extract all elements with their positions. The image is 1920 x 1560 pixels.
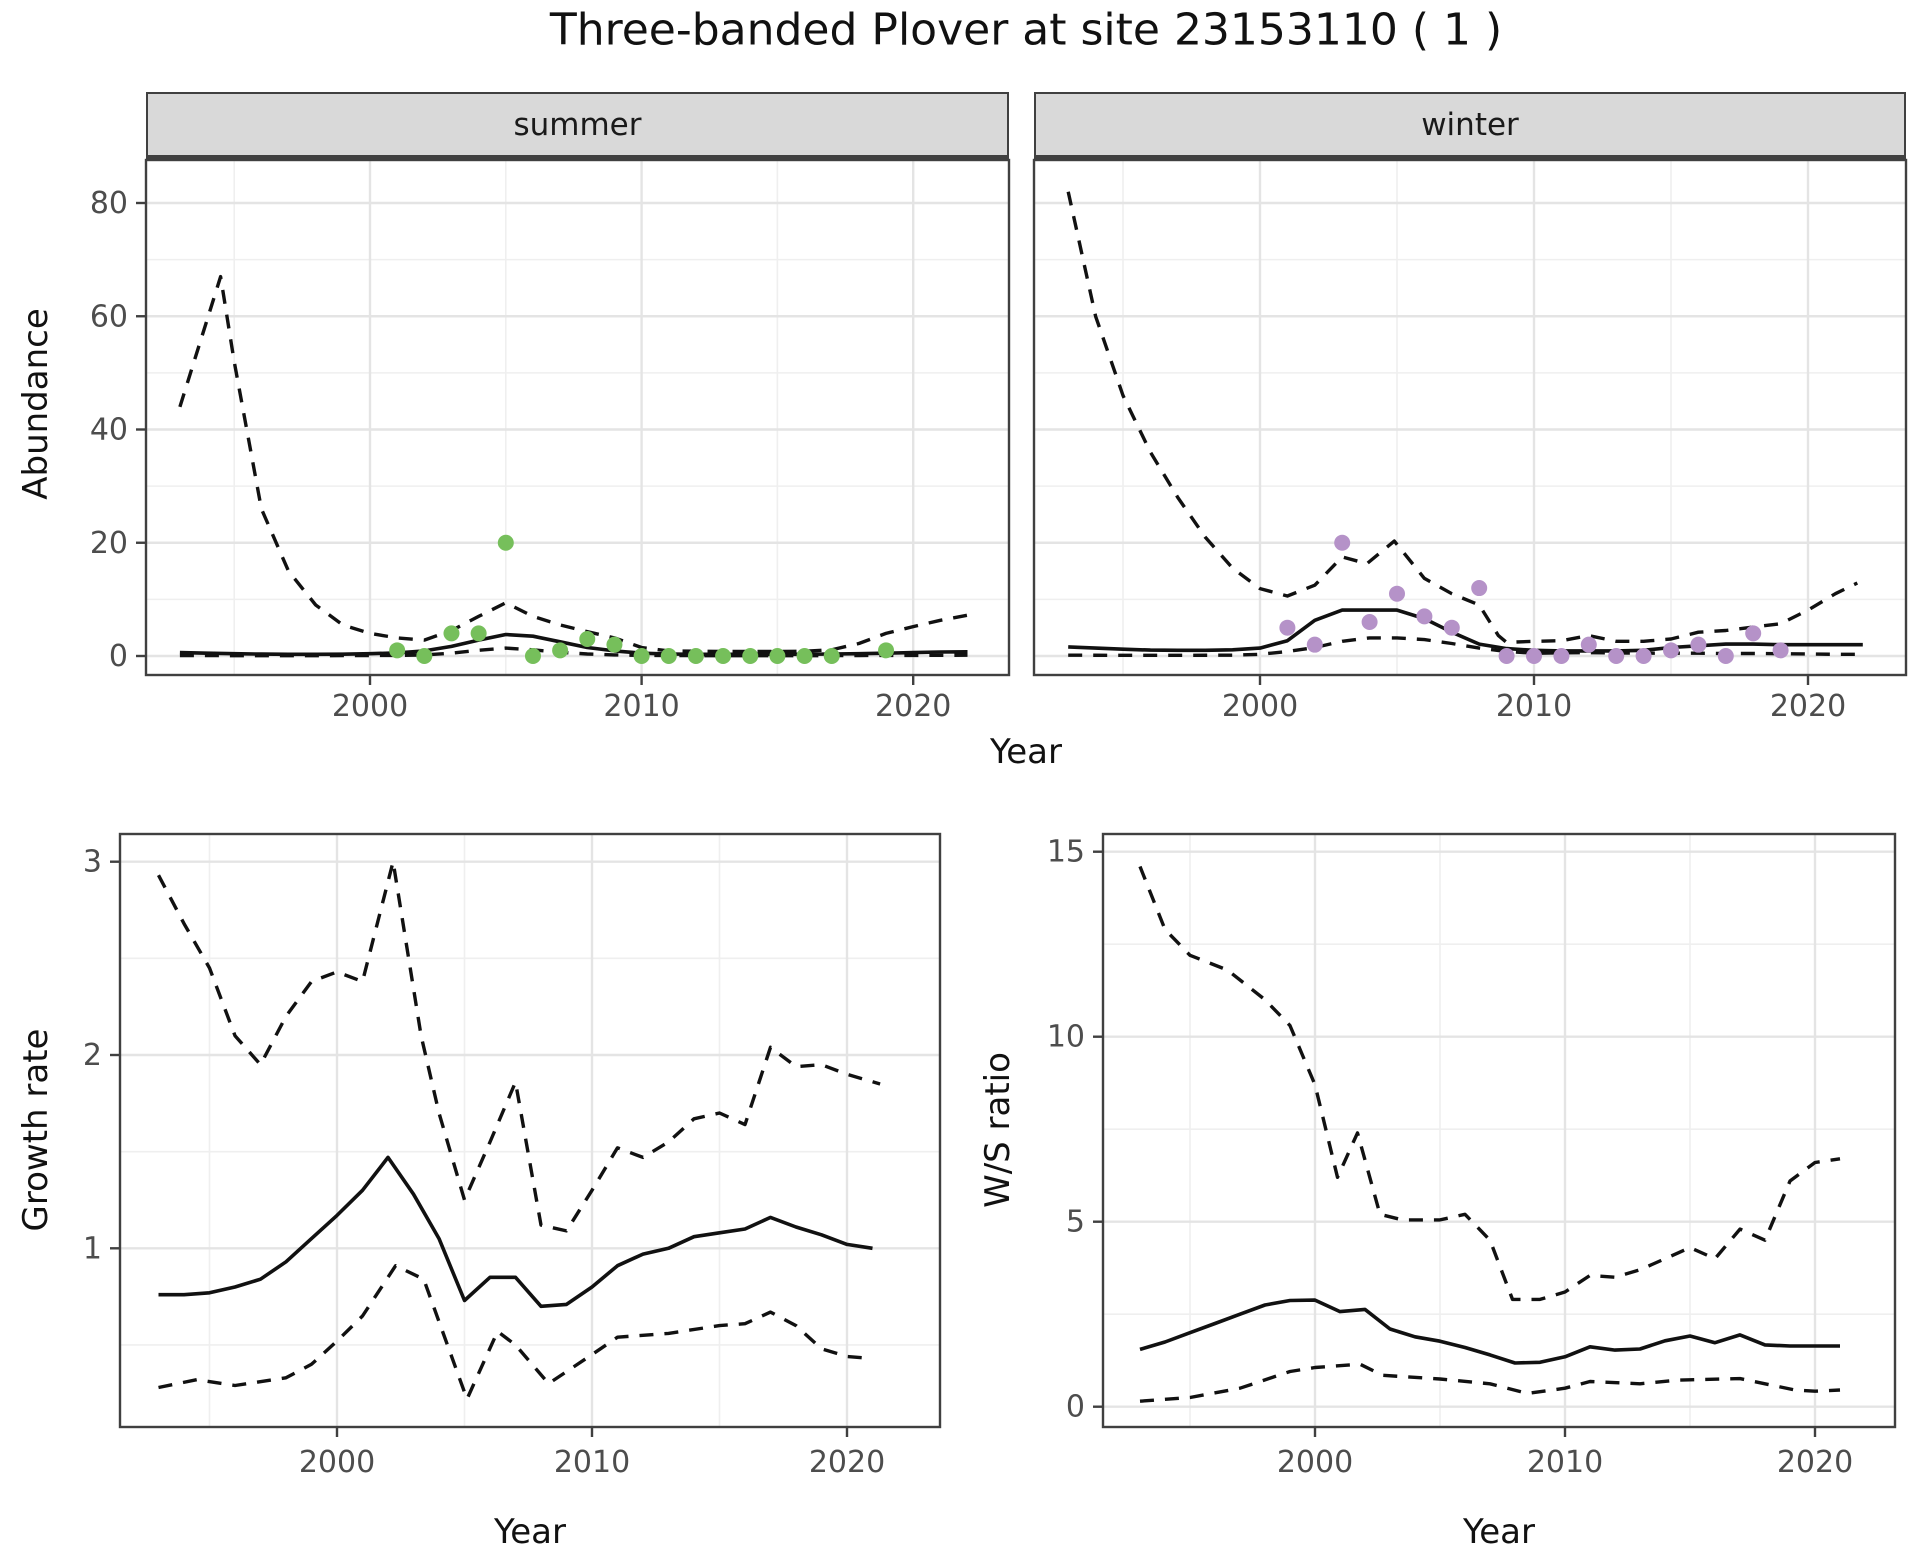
abundance_summer-observation-point (579, 631, 596, 648)
x-tick-label: 2000 (299, 1445, 375, 1480)
x-axis-label-ws: Year (1463, 1512, 1535, 1552)
x-tick-label: 2020 (1777, 1445, 1853, 1480)
x-tick-label: 2000 (1277, 1445, 1353, 1480)
abundance_winter-observation-point (1389, 585, 1405, 602)
abundance_summer-observation-point (416, 648, 433, 664)
y-axis-label-ws: W/S ratio (978, 1052, 1018, 1208)
y-tick-label: 3 (83, 845, 102, 880)
x-tick-label: 2010 (1527, 1445, 1603, 1480)
abundance_winter-observation-point (1279, 619, 1296, 636)
abundance_winter-observation-point (1663, 642, 1679, 659)
panel-border (1101, 832, 1897, 1429)
abundance_winter-observation-point (1772, 642, 1789, 659)
y-tick-label: 0 (1066, 1390, 1085, 1425)
abundance_summer-observation-point (660, 648, 677, 664)
panel-border (1032, 158, 1908, 677)
y-tick-label: 60 (90, 299, 128, 334)
abundance_summer-observation-point (823, 648, 840, 664)
y-tick-label: 5 (1066, 1205, 1085, 1240)
y-tick-label: 40 (90, 413, 128, 448)
y-tick-label: 1 (83, 1231, 102, 1266)
abundance_summer-observation-point (687, 648, 704, 664)
growth_rate-lower_ci-line (158, 1264, 873, 1401)
facet-strip-label: winter (1421, 106, 1519, 143)
y-tick-label: 15 (1047, 835, 1085, 870)
ws_ratio-fit-line (1139, 1298, 1840, 1365)
abundance_summer-fit-line (179, 632, 968, 657)
x-tick-label: 2010 (1496, 689, 1572, 724)
abundance_winter-observation-point (1306, 636, 1323, 653)
abundance_winter-observation-point (1471, 580, 1488, 597)
growth_rate-fit-line (158, 1155, 873, 1309)
y-tick-label: 20 (90, 526, 128, 561)
abundance_summer-observation-point (633, 648, 650, 664)
abundance_summer-observation-point (524, 648, 541, 664)
abundance_winter-lower_ci-line (1068, 636, 1863, 657)
ws_ratio-upper_ci-line (1138, 865, 1841, 1302)
panel-abundance_summer: 2000 2010 2020 0 20 40 60 80 (90, 158, 1011, 724)
y-tick-label: 10 (1047, 1020, 1085, 1055)
abundance_summer-observation-point (878, 642, 895, 659)
abundance_summer-observation-point (715, 648, 732, 664)
panel-growth_rate: 2000 2010 2020 1 2 3 (83, 832, 942, 1480)
abundance_winter-observation-point (1608, 648, 1625, 664)
abundance_summer-observation-point (389, 642, 406, 659)
y-tick-label: 2 (83, 1038, 102, 1073)
x-tick-label: 2010 (554, 1445, 630, 1480)
abundance_winter-upper_ci-line (1066, 191, 1859, 645)
y-axis-label-growth: Growth rate (16, 1028, 56, 1232)
y-tick-label: 0 (109, 639, 128, 674)
abundance_summer-observation-point (552, 642, 569, 659)
abundance_summer-observation-point (497, 534, 514, 551)
abundance_winter-observation-point (1635, 648, 1652, 664)
chart-title: Three-banded Plover at site 23153110 ( 1… (549, 4, 1503, 56)
y-axis-label-abundance: Abundance (16, 308, 56, 500)
ws_ratio-lower_ci-line (1139, 1362, 1841, 1403)
growth_rate-upper_ci-line (156, 860, 881, 1233)
facet-strip-label: summer (513, 106, 642, 143)
x-tick-label: 2020 (1770, 689, 1846, 724)
panel-border (144, 158, 1011, 677)
facet-strip-summer: summer (146, 92, 1009, 160)
y-tick-label: 80 (90, 186, 128, 221)
abundance_winter-observation-point (1690, 636, 1707, 653)
facet-strip-winter: winter (1034, 92, 1906, 160)
abundance_winter-observation-point (1498, 648, 1515, 664)
x-tick-label: 2000 (332, 689, 408, 724)
abundance_winter-observation-point (1416, 608, 1433, 625)
x-axis-label-top: Year (990, 732, 1062, 772)
abundance_winter-fit-line (1068, 608, 1863, 653)
abundance_summer-observation-point (470, 625, 487, 642)
abundance_winter-observation-point (1443, 619, 1460, 636)
abundance_winter-observation-point (1745, 625, 1762, 642)
abundance_winter-observation-point (1717, 648, 1734, 664)
x-tick-label: 2020 (809, 1445, 885, 1480)
x-tick-label: 2010 (603, 689, 679, 724)
abundance_summer-upper_ci-line (178, 274, 968, 654)
panel-abundance_winter: 2000 2010 2020 (1032, 158, 1908, 724)
x-axis-label-growth: Year (494, 1512, 566, 1552)
x-tick-label: 2020 (875, 689, 951, 724)
x-tick-label: 2000 (1222, 689, 1298, 724)
abundance_summer-observation-point (769, 648, 786, 664)
abundance_summer-observation-point (796, 648, 813, 664)
abundance_summer-observation-point (742, 648, 759, 664)
panel-border (118, 832, 942, 1429)
panel-ws_ratio: 2000 2010 2020 0 5 10 15 (1047, 832, 1897, 1480)
abundance_winter-observation-point (1580, 636, 1597, 653)
abundance_summer-observation-point (606, 636, 623, 653)
abundance_winter-observation-point (1361, 614, 1378, 631)
abundance_winter-observation-point (1526, 648, 1542, 664)
abundance_winter-observation-point (1334, 534, 1351, 551)
abundance_winter-observation-point (1553, 648, 1570, 664)
abundance_summer-observation-point (443, 625, 460, 642)
